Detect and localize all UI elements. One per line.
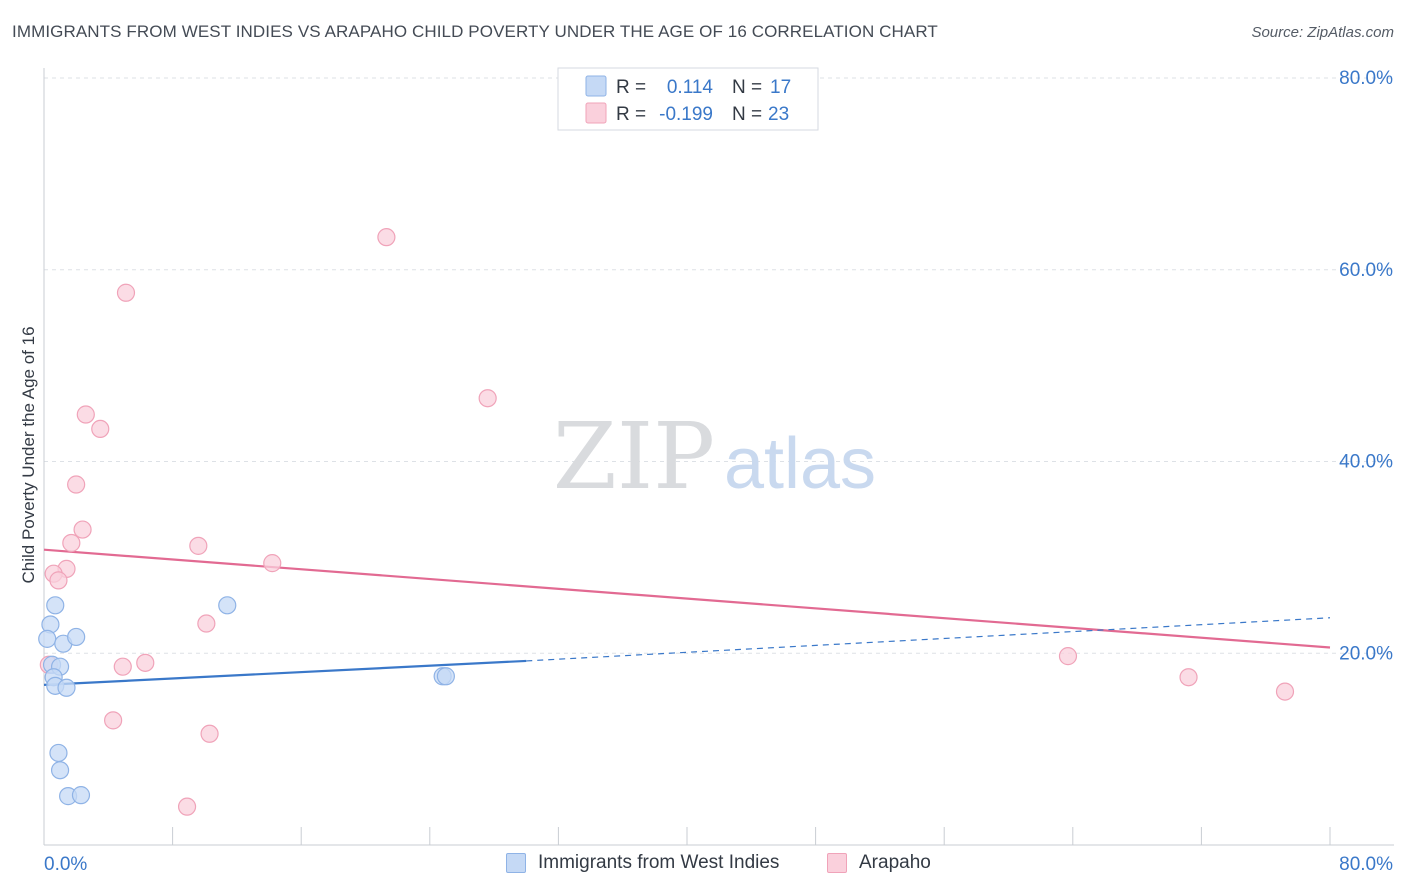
point-arapaho-4 xyxy=(91,419,110,439)
point-arapaho-3 xyxy=(76,405,95,424)
point-arapaho-12 xyxy=(263,554,282,573)
point-west-indies-12 xyxy=(436,667,455,686)
watermark-zip: ZIP xyxy=(553,403,715,510)
legend-swatch-arapaho xyxy=(827,853,847,873)
point-arapaho-7 xyxy=(62,533,81,553)
point-arapaho-17 xyxy=(104,711,123,730)
source-label: Source: ZipAtlas.com xyxy=(1251,24,1394,41)
legend-item-west-indies: Immigrants from West Indies xyxy=(506,852,779,874)
point-west-indies-16 xyxy=(71,786,91,805)
point-arapaho-19 xyxy=(177,797,197,816)
trend-line-arapaho xyxy=(43,548,1331,649)
legend-item-arapaho: Arapaho xyxy=(827,852,931,874)
point-arapaho-20 xyxy=(1058,647,1078,666)
legend-r-value-2: -0.199 xyxy=(659,104,713,125)
y-tick-label-1: 40.0% xyxy=(1339,452,1393,473)
legend-label-west-indies: Immigrants from West Indies xyxy=(538,852,780,873)
legend-swatch-pink xyxy=(585,102,607,124)
watermark-atlas: atlas xyxy=(724,424,876,504)
trend-line-west-indies-extended xyxy=(526,617,1331,662)
x-tick-labels: 0.0% 80.0% xyxy=(44,854,1393,875)
chart-title: IMMIGRANTS FROM WEST INDIES VS ARAPAHO C… xyxy=(12,22,938,41)
point-arapaho-0 xyxy=(377,228,396,247)
point-arapaho-22 xyxy=(1275,682,1295,701)
point-arapaho-13 xyxy=(197,614,216,633)
legend-n-label-1: N = xyxy=(732,77,762,98)
x-tick-label-1: 80.0% xyxy=(1339,854,1393,875)
point-west-indies-10 xyxy=(218,596,237,615)
point-arapaho-14 xyxy=(136,653,155,672)
legend-n-value-2: 23 xyxy=(768,104,789,125)
legend-n-value-1: 17 xyxy=(770,77,791,98)
trend-lines xyxy=(43,548,1331,686)
point-arapaho-21 xyxy=(1179,668,1198,687)
point-arapaho-1 xyxy=(116,283,136,302)
point-arapaho-2 xyxy=(478,389,497,408)
data-points xyxy=(38,228,1295,816)
y-tick-label-2: 60.0% xyxy=(1339,260,1393,281)
point-west-indies-13 xyxy=(49,743,68,763)
legend-bottom: Immigrants from West Indies Arapaho xyxy=(0,852,1406,878)
legend-n-label-2: N = xyxy=(732,104,762,125)
point-arapaho-8 xyxy=(189,536,208,555)
legend-swatch-blue xyxy=(585,75,607,97)
point-west-indies-14 xyxy=(50,761,70,780)
gridlines xyxy=(44,77,1394,654)
point-arapaho-18 xyxy=(200,724,219,743)
point-west-indies-9 xyxy=(57,678,76,697)
legend-swatch-west-indies xyxy=(506,853,526,873)
legend-r-label-2: R = xyxy=(616,104,646,125)
y-axis-label: Child Poverty Under the Age of 16 xyxy=(19,326,38,583)
point-arapaho-5 xyxy=(67,475,86,494)
legend-r-label-1: R = xyxy=(616,77,646,98)
point-west-indies-2 xyxy=(46,596,65,615)
x-ticks xyxy=(172,827,1331,845)
point-arapaho-11 xyxy=(49,571,68,590)
point-west-indies-4 xyxy=(67,627,86,647)
legend-label-arapaho: Arapaho xyxy=(859,852,931,873)
y-tick-labels: 20.0% 40.0% 60.0% 80.0% xyxy=(1339,68,1393,664)
x-tick-label-0: 0.0% xyxy=(44,854,87,875)
point-west-indies-1 xyxy=(38,629,57,648)
axes xyxy=(43,68,1394,846)
point-arapaho-6 xyxy=(73,520,92,539)
legend-top: R = 0.114 N = 17 R = -0.199 N = 23 xyxy=(557,67,819,131)
y-tick-label-3: 80.0% xyxy=(1339,68,1393,89)
watermark: ZIP atlas xyxy=(553,403,876,510)
trend-line-west-indies xyxy=(43,659,527,686)
y-tick-label-0: 20.0% xyxy=(1339,643,1393,664)
legend-r-value-1: 0.114 xyxy=(667,77,714,98)
point-arapaho-15 xyxy=(113,657,132,676)
